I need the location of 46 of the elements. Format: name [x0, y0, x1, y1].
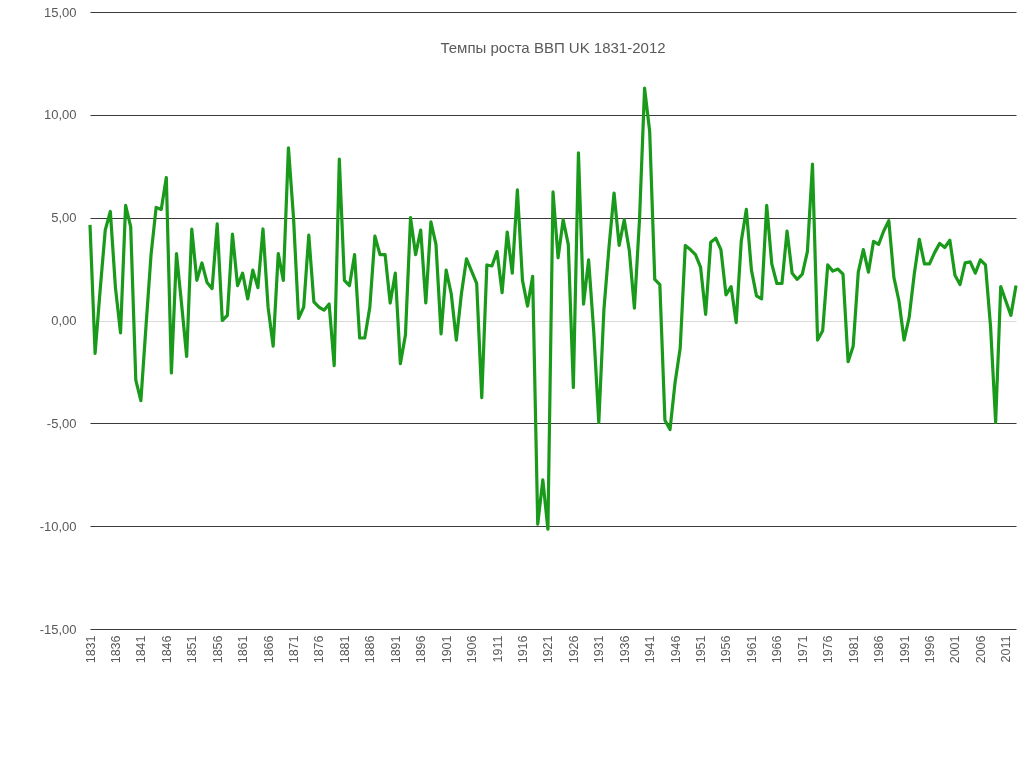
x-tick-label: 1981 [846, 635, 861, 664]
x-tick-label: 1986 [872, 635, 887, 664]
text: Темпы роста ВВП UK 1831-2012 [440, 39, 666, 56]
x-tick-label: 1876 [312, 635, 327, 664]
x-tick-label: 1976 [821, 635, 836, 664]
y-tick-label: -5,00 [46, 415, 77, 431]
x-tick-label: 1871 [287, 635, 302, 664]
y-tick-label: 10,00 [43, 107, 77, 123]
y-tick-label: -10,00 [39, 518, 77, 534]
x-tick-label: 1916 [515, 635, 530, 664]
x-tick-label: 1931 [592, 635, 607, 664]
x-tick-label: 1991 [897, 635, 912, 664]
x-tick-label: 1936 [617, 635, 632, 664]
x-tick-label: 1851 [185, 635, 200, 664]
x-tick-label: 1941 [643, 635, 658, 664]
x-tick-label: 1866 [261, 635, 276, 664]
x-tick-label: 1831 [83, 635, 98, 664]
y-tick-label: 15,00 [43, 4, 77, 20]
x-tick-label: 1996 [923, 635, 938, 664]
x-tick-label: 1921 [541, 635, 556, 664]
x-tick-label: 2006 [973, 635, 988, 664]
x-tick-label: 1891 [388, 635, 403, 664]
x-tick-label: 2001 [948, 635, 963, 664]
x-tick-label: 1856 [210, 635, 225, 664]
x-tick-label: 1951 [694, 635, 709, 664]
x-tick-label: 1861 [236, 635, 251, 664]
y-tick-label: 5,00 [51, 210, 77, 226]
x-tick-label: 1896 [414, 635, 429, 664]
x-tick-label: 1946 [668, 635, 683, 664]
y-tick-label: 0,00 [51, 313, 77, 328]
x-tick-label: 1836 [108, 635, 123, 664]
x-tick-label: 1956 [719, 635, 734, 664]
x-tick-label: 1926 [566, 635, 581, 664]
x-tick-label: 1886 [363, 635, 378, 664]
line-series [88, 86, 1018, 531]
x-tick-label: 1966 [770, 635, 785, 664]
x-tick-label: 1911 [490, 635, 505, 663]
x-tick-label: 1971 [795, 635, 810, 664]
x-tick-label: 1961 [744, 635, 759, 664]
x-tick-label: 2011 [999, 635, 1014, 663]
x-tick-label: 1901 [439, 635, 454, 664]
x-tick-label: 1906 [465, 635, 480, 664]
y-tick-label: -15,00 [39, 621, 77, 637]
x-tick-label: 1881 [337, 635, 352, 664]
x-tick-label: 1841 [134, 635, 149, 664]
x-tick-label: 1846 [159, 635, 174, 664]
